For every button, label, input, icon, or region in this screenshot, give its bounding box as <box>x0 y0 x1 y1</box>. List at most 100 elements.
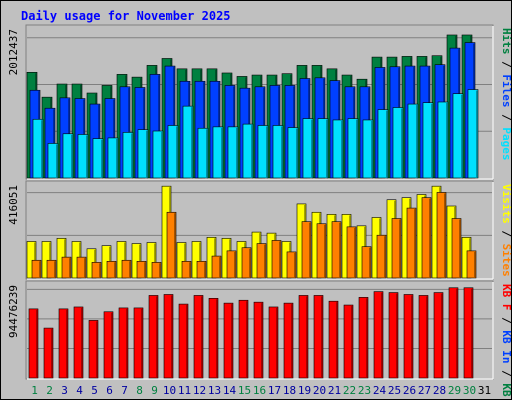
bar-shade <box>246 301 248 378</box>
bar-fill <box>287 127 299 179</box>
bar-shade <box>294 252 296 278</box>
bar-fill <box>328 300 339 379</box>
bar-fill <box>148 295 159 379</box>
legend: KB F / KB In / KB Out <box>500 284 511 399</box>
bar-shade <box>99 263 101 278</box>
bar-shade <box>173 67 175 178</box>
bar-fill <box>466 250 477 279</box>
x-tick-label: 17 <box>268 384 281 397</box>
bar-shade <box>171 295 173 378</box>
bar-pages-day-26 <box>407 103 419 179</box>
bar-fill <box>241 247 252 279</box>
bar-fill <box>26 241 37 279</box>
bar-shade <box>186 305 188 378</box>
bar-shade <box>384 236 386 278</box>
bar-fill <box>193 295 204 379</box>
x-tick-label: 28 <box>433 384 446 397</box>
bar-shade <box>221 127 223 178</box>
bar-sites-day-25 <box>391 218 402 279</box>
bar-fill <box>32 118 44 179</box>
legend-separator: / <box>500 108 511 128</box>
bar-shade <box>336 302 338 378</box>
bar-shade <box>219 257 221 278</box>
bar-fill <box>58 308 69 379</box>
bar-shade <box>371 120 373 178</box>
bar-pages-day-13 <box>212 126 224 179</box>
bar-shade <box>54 261 56 278</box>
bar-pages-day-23 <box>362 119 374 179</box>
bar-kb-f-day-6 <box>103 311 114 379</box>
bar-fill <box>208 298 219 379</box>
bar-shade <box>279 241 281 278</box>
bar-sites-day-20 <box>316 223 327 279</box>
bar-shade <box>129 261 131 278</box>
legend-separator: / <box>500 55 511 75</box>
bar-sites-day-8 <box>136 261 147 279</box>
bar-kb-f-day-1 <box>28 308 39 379</box>
bar-shade <box>69 258 71 278</box>
x-tick-label: 16 <box>253 384 266 397</box>
bar-kb-f-day-18 <box>283 302 294 379</box>
bar-shade <box>174 213 176 278</box>
bar-fill <box>197 127 209 179</box>
bar-shade <box>459 219 461 278</box>
bar-fill <box>358 297 369 379</box>
bar-shade <box>86 135 88 178</box>
bar-shade <box>126 308 128 378</box>
bar-sites-day-10 <box>166 211 177 279</box>
x-tick-label: 15 <box>238 384 251 397</box>
bar-kb-f-day-14 <box>223 302 234 379</box>
bar-pages-day-18 <box>287 127 299 179</box>
bar-fill <box>212 126 224 179</box>
bar-fill <box>43 327 54 379</box>
bar-shade <box>249 248 251 278</box>
bar-sites-day-9 <box>151 262 162 279</box>
bar-sites-day-30 <box>466 250 477 279</box>
x-tick-label: 8 <box>136 384 143 397</box>
bar-shade <box>101 139 103 178</box>
bar-fill <box>107 137 119 179</box>
bar-fill <box>176 242 187 279</box>
bar-kb-f-day-12 <box>193 295 204 379</box>
bar-shade <box>146 130 148 178</box>
bar-sites-day-24 <box>376 234 387 279</box>
bar-fill <box>152 130 164 179</box>
bar-fill <box>377 109 389 179</box>
bar-shade <box>154 243 156 278</box>
bar-shade <box>144 262 146 278</box>
bar-shade <box>176 126 178 178</box>
bar-shade <box>296 128 298 178</box>
bar-fill <box>391 218 402 279</box>
bar-pages-day-3 <box>62 133 74 179</box>
bar-fill <box>463 287 474 379</box>
bar-fill <box>421 197 432 279</box>
bar-fill <box>163 294 174 379</box>
bar-sites-day-1 <box>31 259 42 279</box>
bar-pages-day-15 <box>242 123 254 179</box>
bar-shade <box>431 103 433 178</box>
bar-shade <box>411 295 413 378</box>
bar-kb-f-day-9 <box>148 295 159 379</box>
bar-kb-f-day-8 <box>133 307 144 379</box>
bar-fill <box>226 250 237 279</box>
bar-shade <box>161 132 163 178</box>
chart-title: Daily usage for November 2025 <box>21 9 231 23</box>
bar-shade <box>446 103 448 178</box>
bar-shade <box>324 224 326 278</box>
x-tick-label: 5 <box>91 384 98 397</box>
bar-fill <box>242 123 254 179</box>
legend: Hits / Files / Pages <box>500 28 511 161</box>
x-tick-label: 29 <box>448 384 461 397</box>
bar-shade <box>399 219 401 278</box>
bar-shade <box>234 251 236 278</box>
bar-fill <box>272 125 284 179</box>
x-tick-label: 1 <box>31 384 38 397</box>
bar-fill <box>47 143 59 179</box>
bar-kb-f-day-19 <box>298 295 309 379</box>
bar-fill <box>271 240 282 279</box>
bar-shade <box>369 247 371 278</box>
bar-fill <box>268 306 279 379</box>
bar-shade <box>159 263 161 278</box>
